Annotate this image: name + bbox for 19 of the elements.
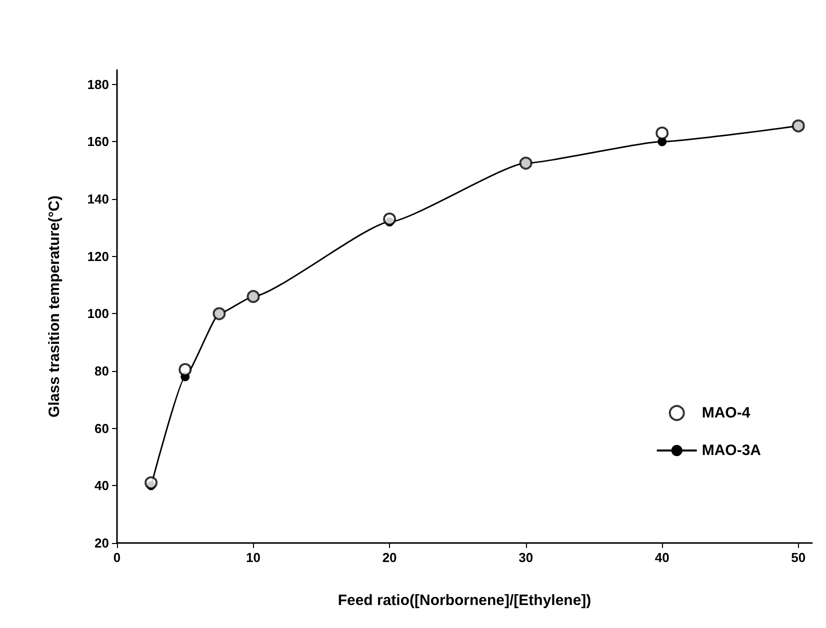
y-tick-label: 120 xyxy=(87,248,109,264)
legend-label: MAO-4 xyxy=(702,404,751,422)
x-axis-title: Feed ratio([Norbornene]/[Ethylene]) xyxy=(338,592,592,609)
x-tick-label: 0 xyxy=(113,550,121,565)
y-tick-label: 20 xyxy=(94,536,109,550)
y-tick-label: 140 xyxy=(87,192,109,206)
y-tick-label: 60 xyxy=(94,420,109,436)
y-tick-label: 80 xyxy=(94,364,109,378)
x-tick-label: 10 xyxy=(246,550,261,565)
x-tick-label: 40 xyxy=(654,550,670,565)
y-tick-label: 180 xyxy=(87,76,109,92)
y-axis-title: Glass trasition temperature(°C) xyxy=(46,196,63,418)
y-tick-label: 40 xyxy=(94,478,109,494)
x-tick-label: 50 xyxy=(791,550,806,565)
x-tick-label: 30 xyxy=(518,550,534,565)
y-tick-label: 160 xyxy=(87,134,109,150)
x-tick-label: 20 xyxy=(382,550,397,565)
legend-label: MAO-3A xyxy=(702,442,762,459)
y-tick-label: 100 xyxy=(87,306,109,322)
